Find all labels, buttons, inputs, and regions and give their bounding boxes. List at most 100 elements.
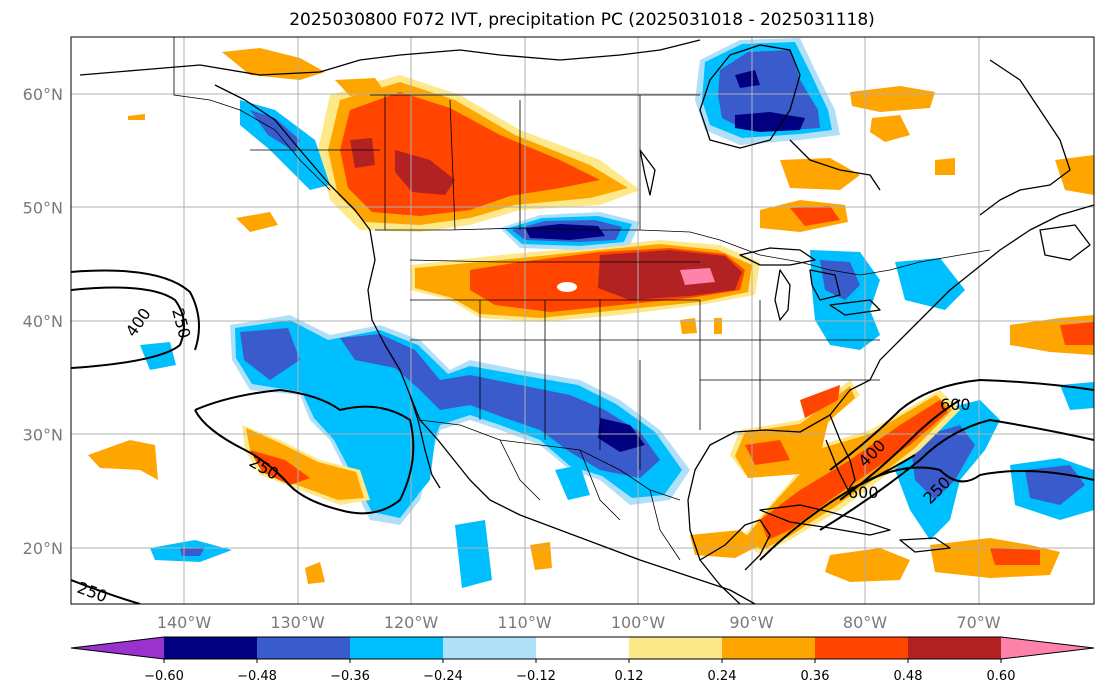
- coastline-hudson: [699, 44, 801, 149]
- neg-blob-hudson-navy2: [735, 70, 760, 88]
- neg-blob-westcoast-navy: [598, 418, 645, 452]
- pos-band-southeast-red3: [745, 440, 790, 465]
- map-frame: [70, 36, 1095, 605]
- pos-band-southeast-red: [760, 400, 948, 540]
- coastline-labrador: [979, 59, 1071, 216]
- lat-tick-label: 30°N: [23, 426, 63, 445]
- pos-band-southeast-red2: [800, 385, 840, 418]
- pos-blob-yukon: [335, 78, 385, 96]
- pos-blob-30N-145W: [88, 440, 158, 480]
- ivt-contour-250-southwest: [71, 579, 141, 604]
- lon-tick-label: 80°W: [843, 613, 887, 632]
- neg-blob-mexico-small: [555, 465, 590, 500]
- border-alaska: [173, 37, 331, 191]
- pos-band-central-us-pink: [680, 268, 715, 285]
- lon-tick-label: 90°W: [729, 613, 773, 632]
- coastline-newfoundland: [1039, 224, 1091, 261]
- lat-tick-label: 20°N: [23, 539, 63, 558]
- pos-blob-small-1: [680, 318, 697, 334]
- ivt-contour-250-west: [71, 286, 185, 369]
- ivt-contour-600-inner: [859, 454, 916, 486]
- coastlines-and-borders: [79, 37, 1094, 604]
- coastline-baja: [409, 394, 441, 489]
- pos-blob-east-40N-red: [1060, 322, 1094, 345]
- border-canada-provinces: [250, 94, 700, 231]
- pos-blob-pacific-north: [236, 212, 278, 232]
- lon-tick-label: 70°W: [956, 613, 1000, 632]
- lon-tick-label: 140°W: [157, 613, 212, 632]
- latitude-labels: 60°N 50°N 40°N 30°N 20°N: [23, 85, 63, 558]
- pos-blob-caribbean: [825, 548, 910, 582]
- coastline-arctic: [79, 39, 701, 76]
- neg-blob-westcoast-blue: [240, 328, 300, 380]
- colorbar-label: 0.48: [894, 669, 923, 684]
- contour-label-600-atlantic: 600: [940, 395, 971, 414]
- coastline-florida: [825, 414, 856, 491]
- neg-blob-panhandle-blue: [250, 110, 300, 152]
- colorbar-segment: [722, 637, 815, 659]
- lon-tick-label: 100°W: [611, 613, 666, 632]
- colorbar-segment: [350, 637, 443, 659]
- coastline-winnipeg: [639, 149, 656, 196]
- coastline-greatlakes-huron: [809, 269, 841, 301]
- colorbar-label: −0.48: [237, 669, 277, 684]
- neg-blob-dakota-navy: [525, 224, 605, 240]
- pos-blob-manitoba: [780, 158, 860, 190]
- colorbar-label: −0.24: [423, 669, 463, 684]
- pos-band-central-us-dark: [598, 250, 742, 300]
- pos-blob-pacific-north2: [222, 48, 325, 80]
- colorbar-segment: [536, 637, 629, 659]
- pos-blob-labrador: [1055, 155, 1094, 195]
- coastline-cuba: [759, 504, 891, 536]
- colorbar-label: −0.36: [330, 669, 370, 684]
- colorbar-label: 0.24: [708, 669, 737, 684]
- pos-blob-quebec: [850, 86, 935, 112]
- pos-blob-small-3: [128, 114, 145, 120]
- colorbar-label: −0.12: [516, 669, 556, 684]
- neg-blob-hudson-blue: [718, 50, 820, 130]
- pos-blob-baja-west-red: [250, 450, 310, 485]
- lon-tick-label: 130°W: [270, 613, 325, 632]
- precip-pc-fields: [88, 38, 1094, 588]
- coastline-hispaniola: [899, 537, 951, 553]
- colorbar-label: −0.60: [144, 669, 184, 684]
- ivt-contour-250-pacific: [194, 388, 415, 515]
- ivt-contours: [71, 269, 1094, 604]
- lat-tick-label: 50°N: [23, 199, 63, 218]
- pos-blob-canada-nw-dark2: [350, 138, 375, 168]
- map-panel: 250 400 250 250 600 400 600 250: [70, 36, 1095, 606]
- pos-blob-small-5: [935, 158, 955, 175]
- pos-blob-small-2: [714, 318, 722, 334]
- pos-blob-small-4: [305, 562, 325, 584]
- colorbar-segment: [908, 637, 1001, 659]
- pos-blob-canada-nw-red: [340, 92, 600, 216]
- pos-blob-pacific-mexico: [690, 530, 760, 558]
- colorbar-label: 0.12: [615, 669, 644, 684]
- colorbar-label: 0.60: [987, 669, 1016, 684]
- lon-tick-label: 120°W: [384, 613, 439, 632]
- coastline-yucatan: [699, 519, 771, 571]
- figure-title: 2025030800 F072 IVT, precipitation PC (2…: [289, 10, 875, 30]
- pos-blob-ontario-red: [790, 206, 840, 226]
- border-us-states: [409, 259, 880, 470]
- pos-band-central-hole: [557, 282, 577, 292]
- border-mexico-states: [499, 439, 681, 561]
- neg-blob-westcoast-cyan: [235, 320, 682, 518]
- neg-blob-22N-mexico: [455, 520, 492, 588]
- pos-blob-canada-nw-dark: [395, 150, 455, 195]
- coastline-greatlakes-superior: [739, 247, 816, 266]
- pos-blob-caribbean-east-red: [990, 548, 1040, 565]
- colorbar-extend-low: [71, 637, 164, 659]
- pos-blob-baja-west-orange: [246, 428, 364, 500]
- lat-tick-label: 40°N: [23, 312, 63, 331]
- neg-blob-newyork: [895, 258, 965, 310]
- colorbar-segment: [443, 637, 536, 659]
- colorbar-segment: [629, 637, 722, 659]
- coastline-gulf: [687, 204, 1094, 604]
- coastline-james-bay: [789, 139, 881, 191]
- ivt-contour-400-atlantic: [819, 378, 1094, 531]
- colorbar-segment: [815, 637, 908, 659]
- ivt-contour-400-west: [71, 269, 200, 351]
- border-us-mexico: [419, 419, 681, 501]
